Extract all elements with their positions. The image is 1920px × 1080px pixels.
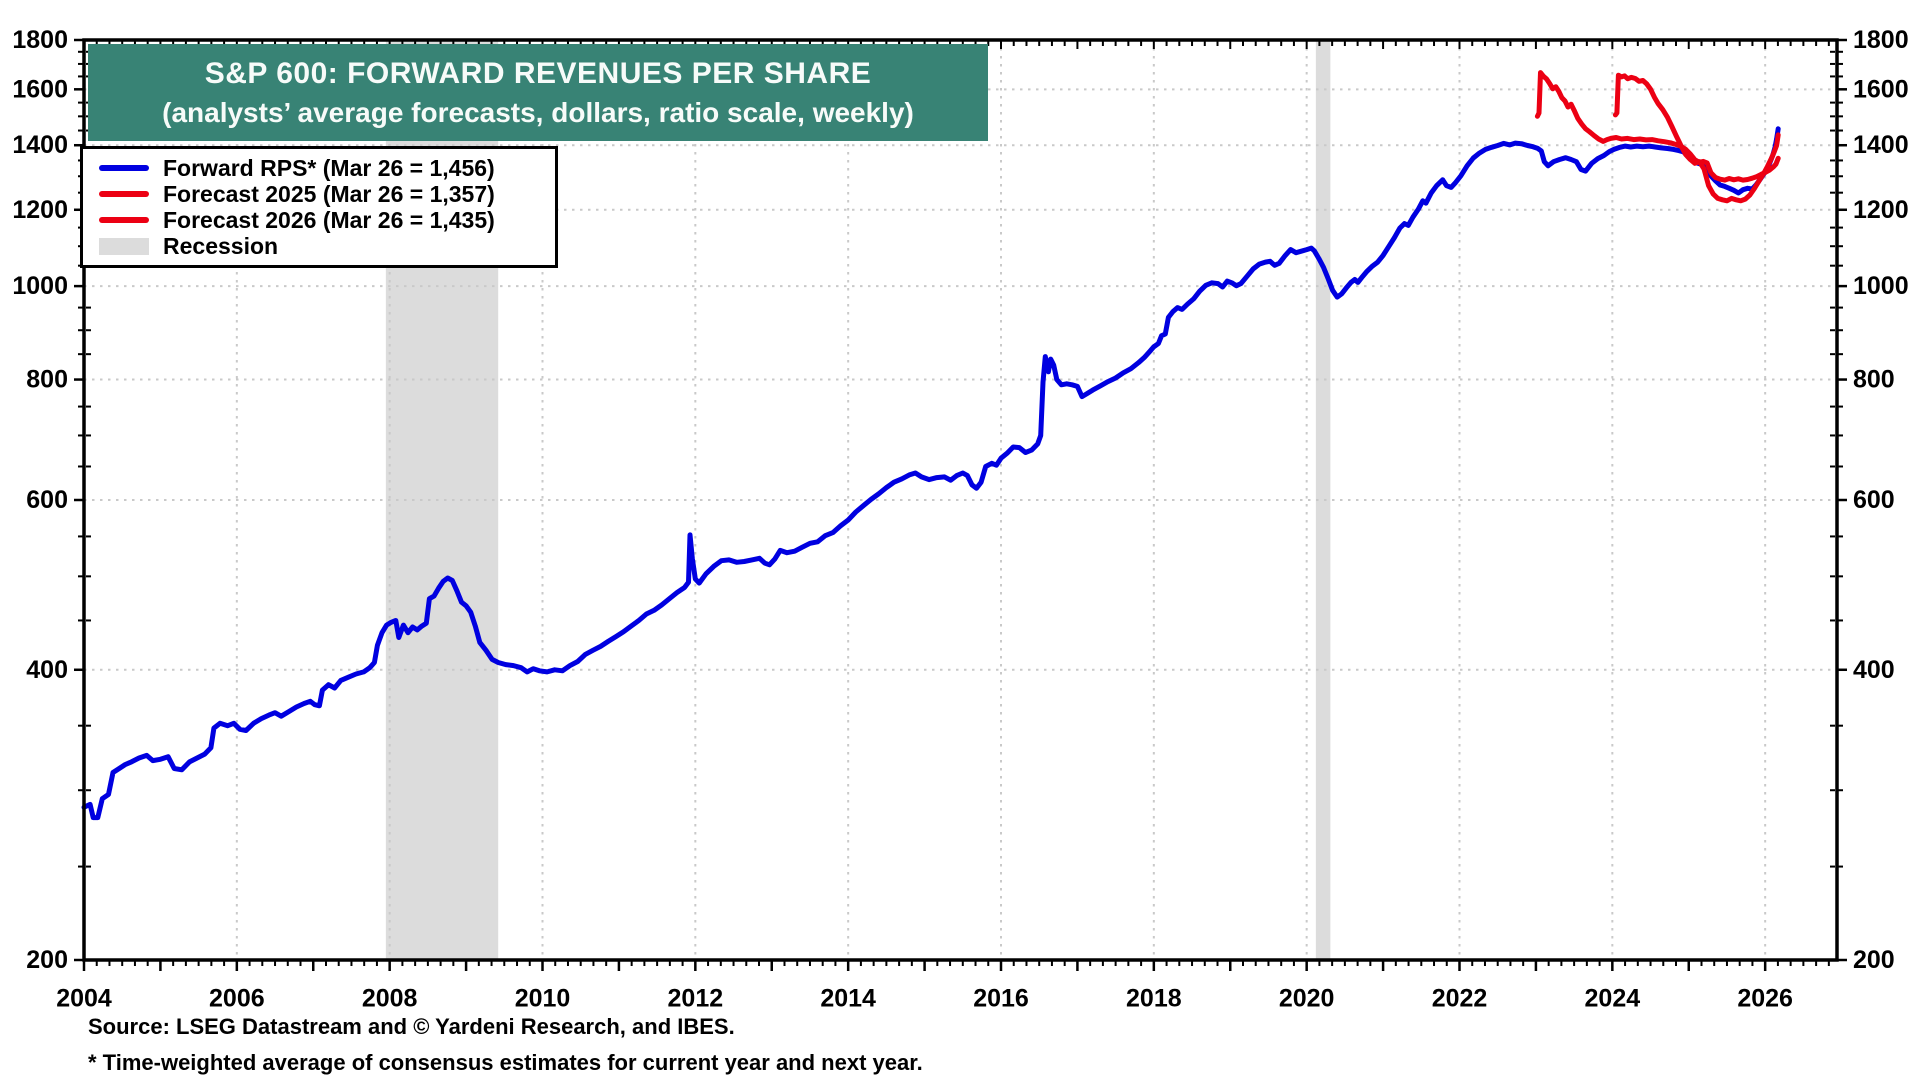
- legend-label: Forecast 2025 (Mar 26 = 1,357): [163, 180, 495, 207]
- y-axis-label-left: 1200: [12, 196, 68, 224]
- chart-subtitle: (analysts’ average forecasts, dollars, r…: [162, 96, 914, 128]
- x-axis-label: 2006: [209, 985, 265, 1013]
- legend-item-forecast-2026: Forecast 2026 (Mar 26 = 1,435): [83, 207, 555, 233]
- series-forecast-2026: [1612, 72, 1781, 204]
- legend-item-forward-rps: Forward RPS* (Mar 26 = 1,456): [83, 155, 555, 181]
- y-axis-label-right: 600: [1853, 486, 1895, 514]
- y-axis-label-right: 1200: [1853, 196, 1909, 224]
- series-forward-rps: [81, 126, 1781, 821]
- x-axis-label: 2016: [973, 985, 1029, 1013]
- y-axis-label-right: 1400: [1853, 131, 1909, 159]
- series-forecast-2025: [1534, 70, 1781, 183]
- y-axis-label-left: 1600: [12, 75, 68, 103]
- y-axis-label-right: 800: [1853, 366, 1895, 394]
- x-axis-label: 2010: [515, 985, 571, 1013]
- x-axis-label: 2014: [820, 985, 876, 1013]
- recession-band-swatch: [99, 237, 149, 255]
- y-axis-label-left: 200: [26, 946, 68, 974]
- legend-item-recession: Recession: [83, 233, 555, 259]
- legend-label: Forecast 2026 (Mar 26 = 1,435): [163, 206, 495, 233]
- chart-title-box: S&P 600: FORWARD REVENUES PER SHARE (ana…: [88, 44, 988, 141]
- x-axis-label: 2008: [362, 985, 418, 1013]
- forward-rps-line-swatch: [99, 165, 149, 171]
- legend-label: Recession: [163, 232, 279, 259]
- forecast-2025-line-swatch: [99, 191, 149, 197]
- legend-item-forecast-2025: Forecast 2025 (Mar 26 = 1,357): [83, 181, 555, 207]
- legend-box: Forward RPS* (Mar 26 = 1,456) Forecast 2…: [80, 146, 558, 268]
- y-axis-label-right: 1800: [1853, 26, 1909, 54]
- y-axis-label-right: 1000: [1853, 272, 1909, 300]
- x-axis-label: 2024: [1585, 985, 1641, 1013]
- x-axis-label: 2026: [1737, 985, 1793, 1013]
- asterisk-note: * Time-weighted average of consensus est…: [88, 1050, 923, 1075]
- y-axis-label-right: 1600: [1853, 75, 1909, 103]
- y-axis-label-left: 1800: [12, 26, 68, 54]
- y-axis-label-left: 800: [26, 366, 68, 394]
- y-axis-label-left: 600: [26, 486, 68, 514]
- x-axis-label: 2004: [56, 985, 112, 1013]
- y-axis-label-left: 1400: [12, 131, 68, 159]
- y-axis-label-right: 400: [1853, 656, 1895, 684]
- chart-title: S&P 600: FORWARD REVENUES PER SHARE: [204, 56, 872, 90]
- plot-frame: [82, 38, 1839, 962]
- x-axis-label: 2022: [1432, 985, 1488, 1013]
- y-axis-label-right: 200: [1853, 946, 1895, 974]
- y-axis-label-left: 400: [26, 656, 68, 684]
- y-axis-label-left: 1000: [12, 272, 68, 300]
- x-axis-label: 2012: [668, 985, 724, 1013]
- source-note: Source: LSEG Datastream and © Yardeni Re…: [88, 1014, 735, 1039]
- legend-label: Forward RPS* (Mar 26 = 1,456): [163, 154, 495, 181]
- x-axis-label: 2020: [1279, 985, 1335, 1013]
- forecast-2026-line-swatch: [99, 217, 149, 223]
- x-axis-label: 2018: [1126, 985, 1182, 1013]
